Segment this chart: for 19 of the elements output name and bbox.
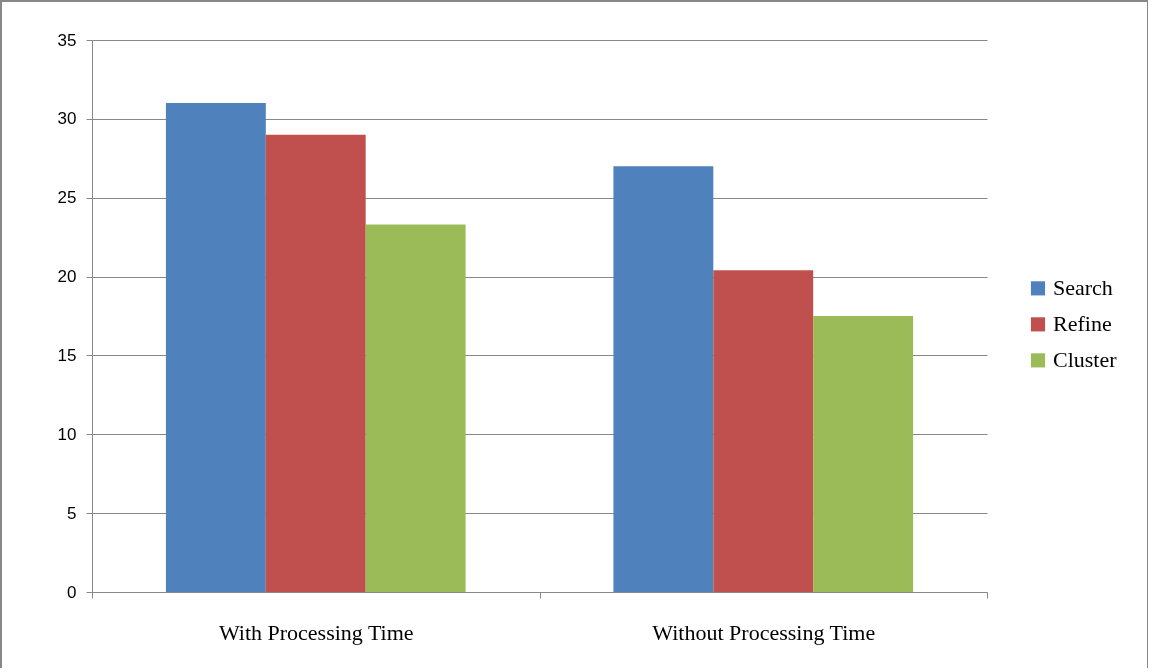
legend-label: Search (1053, 275, 1113, 301)
y-tick-label: 25 (57, 188, 77, 208)
bar (713, 270, 814, 592)
x-tick-label: Without Processing Time (652, 619, 876, 645)
y-tick-label: 0 (67, 582, 77, 602)
y-tick-label: 35 (57, 30, 77, 50)
y-tick-label: 10 (57, 424, 77, 444)
legend-label: Refine (1053, 311, 1112, 337)
bar (265, 134, 366, 592)
y-tick-label: 20 (57, 267, 77, 287)
bar (365, 224, 466, 592)
y-tick-label: 30 (57, 109, 77, 129)
bar (165, 103, 266, 592)
legend-label: Cluster (1053, 347, 1118, 373)
x-tick-label: With Processing Time (218, 619, 414, 645)
y-tick-label: 15 (57, 345, 77, 365)
y-tick-label: 5 (67, 503, 77, 523)
bar (813, 316, 914, 592)
bar (613, 166, 714, 592)
